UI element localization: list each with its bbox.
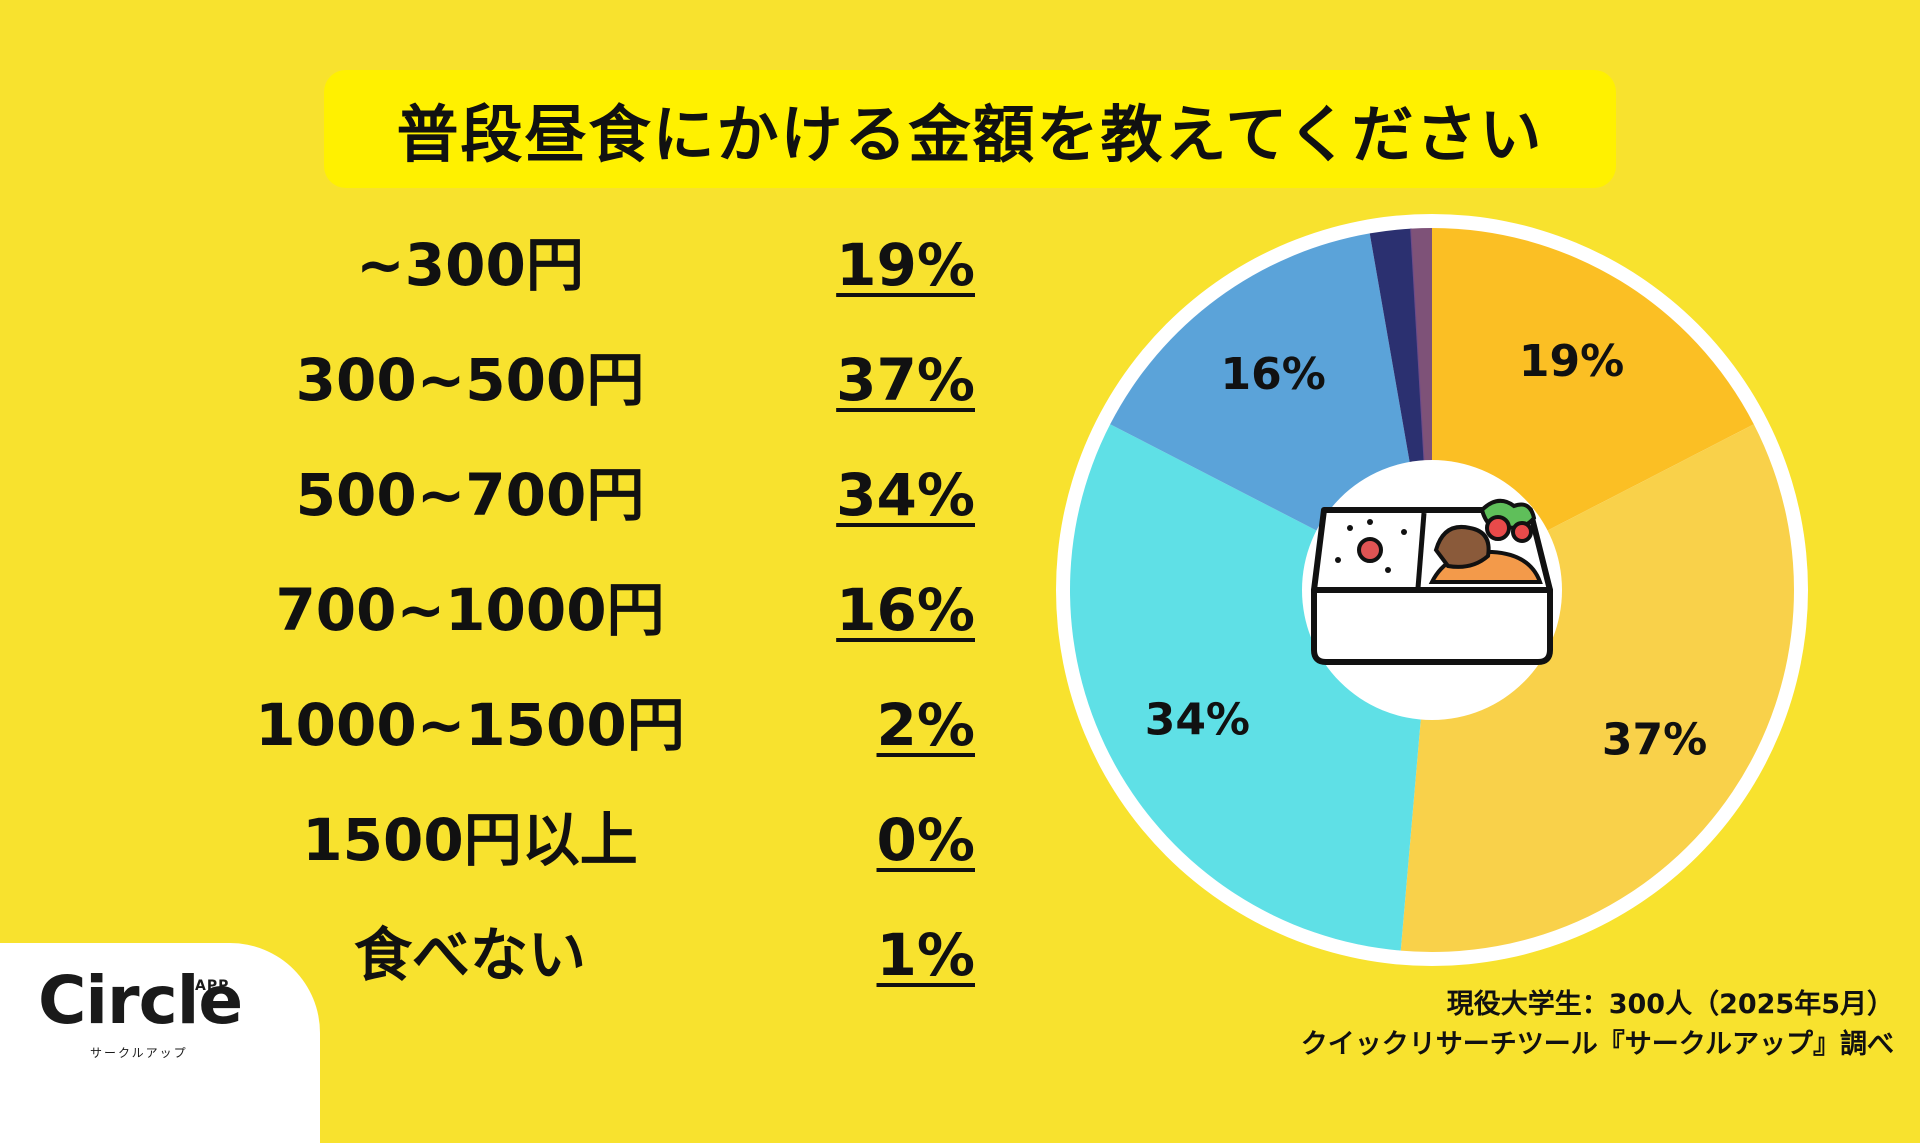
donut-chart: 19% 37% 34% 16% — [1056, 214, 1808, 966]
circle-logo: Circle — [38, 962, 243, 1039]
legend-category-label: 1500円以上 — [302, 806, 638, 874]
legend-percent-value: 19% — [836, 231, 975, 299]
legend-percent-value: 2% — [876, 691, 975, 759]
legend-category-label: 500~700円 — [295, 461, 645, 529]
legend-row: 1500円以上 0% — [0, 790, 1000, 890]
legend-row: 食べない 1% — [0, 905, 1000, 1005]
legend-category-label: 300~500円 — [295, 346, 645, 414]
legend-percent-value: 34% — [836, 461, 975, 529]
circle-logo-subtitle: サークルアップ — [90, 1046, 188, 1060]
pie-slice-label: 34% — [1145, 695, 1250, 746]
legend-percent-value: 1% — [876, 921, 975, 989]
legend-row: 500~700円 34% — [0, 445, 1000, 545]
legend-percent-value: 0% — [876, 806, 975, 874]
source-line-2: クイックリサーチツール『サークルアップ』調べ — [1300, 1029, 1894, 1060]
source-line-1: 現役大学生：300人（2025年5月） — [1446, 989, 1894, 1020]
legend-percent-value: 37% — [836, 346, 975, 414]
legend-row: 700~1000円 16% — [0, 560, 1000, 660]
bento-box-icon — [1311, 498, 1553, 665]
pie-slice-label: 19% — [1519, 336, 1624, 387]
title-banner: 普段昼食にかける金額を教えてください — [324, 70, 1616, 188]
legend-row: 1000~1500円 2% — [0, 675, 1000, 775]
circle-logo-app-tag: APP — [195, 978, 230, 994]
legend-row: 300~500円 37% — [0, 330, 1000, 430]
pie-slice-label: 16% — [1221, 349, 1326, 400]
source-note: 現役大学生：300人（2025年5月） クイックリサーチツール『サークルアップ』… — [1301, 985, 1894, 1065]
legend-percent-value: 16% — [836, 576, 975, 644]
pie-slice-label: 37% — [1602, 714, 1707, 765]
donut-slice-labels: 19% 37% 34% 16% — [1145, 336, 1708, 765]
legend-row: ~300円 19% — [0, 215, 1000, 315]
legend-category-label: ~300円 — [356, 231, 584, 299]
legend-category-label: 700~1000円 — [275, 576, 665, 644]
legend-category-label: 食べない — [353, 921, 586, 989]
legend-category-label: 1000~1500円 — [255, 691, 685, 759]
chart-title: 普段昼食にかける金額を教えてください — [396, 98, 1544, 171]
